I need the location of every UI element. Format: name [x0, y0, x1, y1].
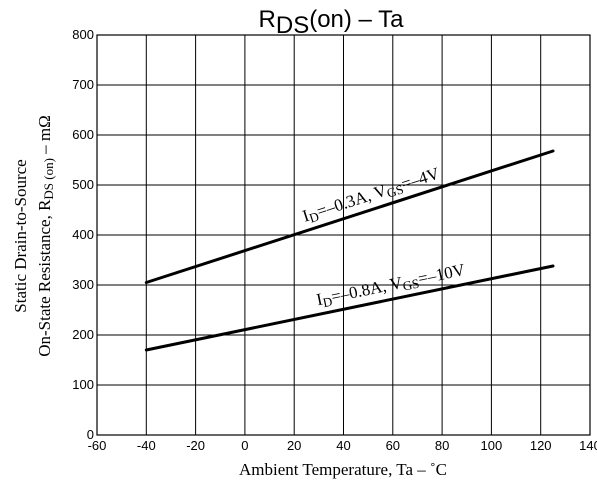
y-tick-label: 300 — [72, 277, 94, 292]
y-axis-label-line2-sub: DS (on) — [41, 158, 56, 200]
series-line-1 — [146, 151, 553, 283]
y-tick-label: 400 — [72, 227, 94, 242]
y-axis-label-line2-rest: – mΩ — [35, 115, 54, 158]
series-line-2 — [146, 266, 553, 350]
x-tick-label: 20 — [287, 438, 301, 453]
series-group: ID=–0.3A, VGS=–4V ID=–0.8A, VGS=–10V — [146, 151, 553, 350]
x-tick-label: 120 — [530, 438, 552, 453]
y-axis-label-line1: Static Drain-to-Source — [11, 159, 30, 312]
y-axis-label-line2-main: On-State Resistance, R — [35, 199, 54, 357]
y-tick-label: 800 — [72, 27, 94, 42]
x-tick-label: 0 — [241, 438, 248, 453]
series-label-2: ID=–0.8A, VGS=–10V — [315, 260, 468, 311]
x-tick-label: 80 — [435, 438, 449, 453]
y-tick-label: 100 — [72, 377, 94, 392]
x-tick-label: -20 — [186, 438, 205, 453]
y-axis-label-line2: On-State Resistance, RDS (on) – mΩ — [35, 115, 56, 357]
x-tick-label: -40 — [137, 438, 156, 453]
y-tick-label: 0 — [87, 427, 94, 442]
y-tick-label: 700 — [72, 77, 94, 92]
grid — [97, 35, 590, 435]
chart-title-rest: (on) – Ta — [309, 6, 404, 33]
x-tick-label: 60 — [386, 438, 400, 453]
x-axis-label: Ambient Temperature, Ta – ˚C — [239, 460, 447, 479]
y-tick-label: 600 — [72, 127, 94, 142]
y-tick-label: 200 — [72, 327, 94, 342]
y-tick-label: 500 — [72, 177, 94, 192]
x-tick-label: 40 — [336, 438, 350, 453]
chart-title: RDS(on) – Ta — [259, 6, 405, 39]
tick-labels: -60-40-200204060801001201400100200300400… — [72, 27, 597, 453]
series-label-2-part: =–0.8A, V — [329, 273, 404, 306]
chart-title-main: R — [259, 6, 276, 33]
x-tick-label: 100 — [481, 438, 503, 453]
x-tick-label: 140 — [579, 438, 597, 453]
series-label-1: ID=–0.3A, VGS=–4V — [300, 163, 443, 227]
